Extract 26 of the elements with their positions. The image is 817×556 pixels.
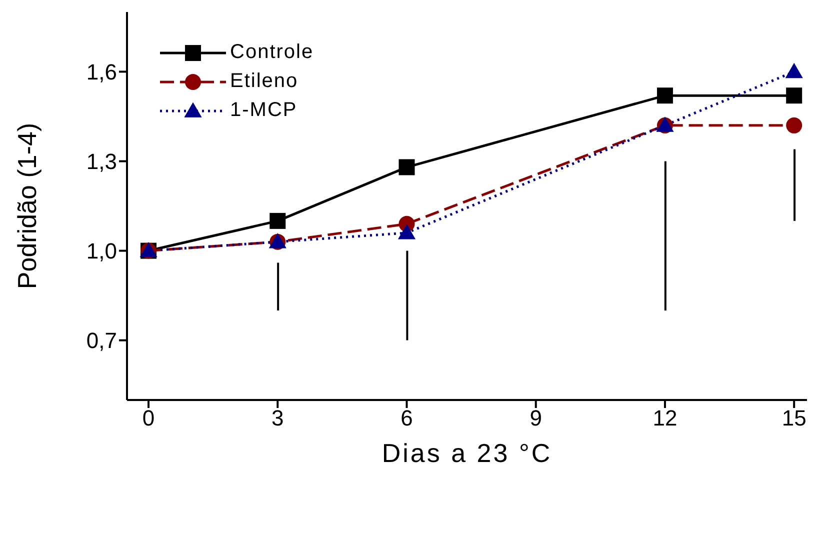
bar [664,161,666,310]
x-axis-title: Dias a 23 °C [382,438,552,468]
x-tick-label: 15 [782,406,806,431]
point [398,159,415,176]
bar [406,250,408,340]
point [656,88,673,104]
point [785,62,803,78]
y-tick-label: 1,0 [86,238,117,264]
point [786,88,802,104]
point [398,224,416,240]
x-tick-label: 9 [530,406,542,431]
x-tick-label: 0 [142,406,155,431]
point [270,212,286,229]
y-tick-label: 1,3 [86,149,117,174]
bar [277,262,280,310]
x-tick-label: 12 [652,406,678,431]
legend-label: Etileno [230,70,298,93]
y-tick-label: 1,6 [86,60,117,84]
y-axis-title: Podridão (1-4) [12,122,42,290]
bar [794,149,796,221]
x-tick-label: 6 [400,406,413,431]
y-tick-label: 0,7 [86,328,117,354]
x-tick-label: 3 [272,406,284,431]
legend-label: Controle [230,41,314,64]
legend-label: 1-MCP [230,99,298,122]
point [786,117,802,134]
